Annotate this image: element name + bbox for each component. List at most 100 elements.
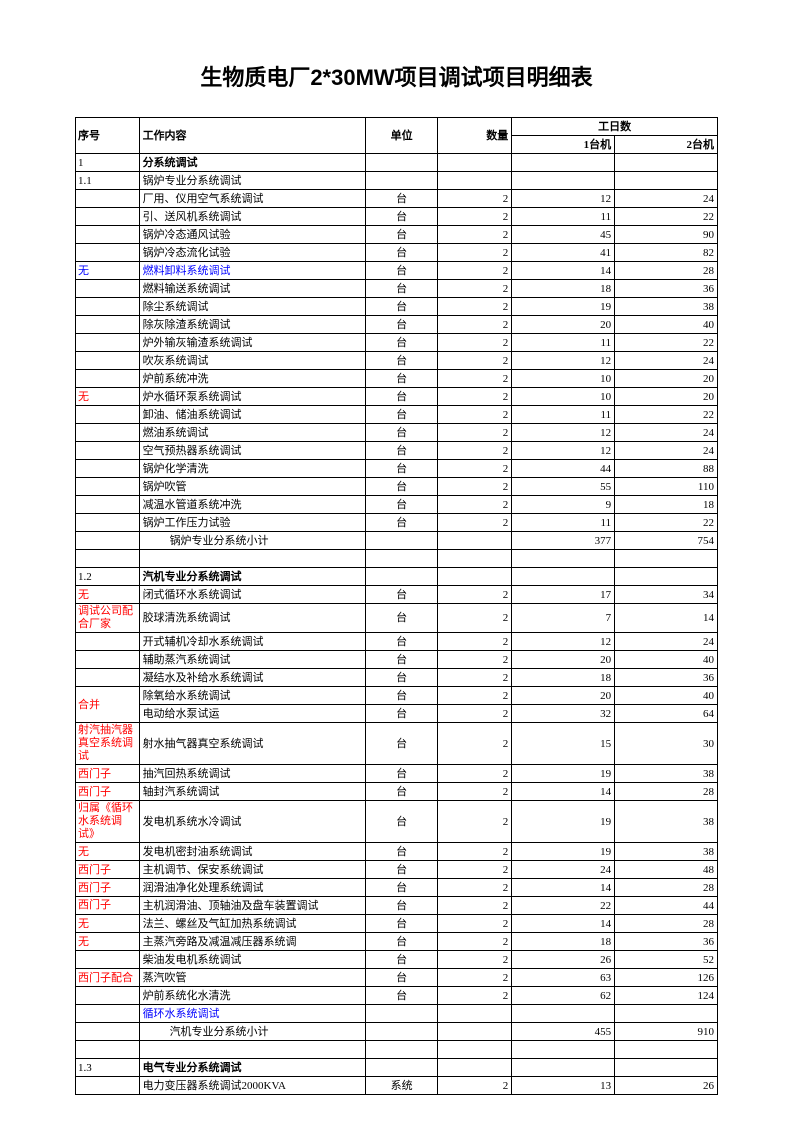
content-cell: 减温水管道系统冲洗 [139,496,365,514]
d2-cell: 20 [615,388,718,406]
unit-cell: 台 [365,933,438,951]
d1-cell: 20 [512,651,615,669]
d1-cell: 10 [512,388,615,406]
d2-cell: 40 [615,687,718,705]
d1-cell [512,172,615,190]
table-row: 引、送风机系统调试台21122 [76,208,718,226]
content-cell: 轴封汽系统调试 [139,783,365,801]
d1-cell: 12 [512,424,615,442]
qty-cell: 2 [438,370,512,388]
content-cell: 锅炉专业分系统小计 [139,532,365,550]
qty-cell: 2 [438,208,512,226]
qty-cell: 2 [438,406,512,424]
empty-cell [365,1041,438,1059]
table-row: 1.1锅炉专业分系统调试 [76,172,718,190]
empty-cell [76,550,140,568]
table-row: 除尘系统调试台21938 [76,298,718,316]
table-row: 循环水系统调试 [76,1005,718,1023]
qty-cell: 2 [438,987,512,1005]
d1-cell: 19 [512,298,615,316]
seq-cell: 无 [76,586,140,604]
qty-cell [438,532,512,550]
qty-cell: 2 [438,298,512,316]
seq-cell [76,208,140,226]
d2-cell: 38 [615,298,718,316]
qty-cell: 2 [438,604,512,633]
table-row [76,1041,718,1059]
content-cell: 炉水循环泵系统调试 [139,388,365,406]
d1-cell: 18 [512,933,615,951]
content-cell: 锅炉冷态流化试验 [139,244,365,262]
qty-cell [438,568,512,586]
table-row: 归属《循环水系统调试》发电机系统水冷调试台21938 [76,801,718,843]
qty-cell: 2 [438,334,512,352]
empty-cell [139,550,365,568]
qty-cell: 2 [438,723,512,765]
qty-cell: 2 [438,388,512,406]
content-cell: 锅炉工作压力试验 [139,514,365,532]
content-cell: 炉前系统化水清洗 [139,987,365,1005]
d2-cell [615,1005,718,1023]
seq-cell [76,316,140,334]
d1-cell: 14 [512,915,615,933]
unit-cell [365,1005,438,1023]
seq-cell: 西门子 [76,897,140,915]
qty-cell: 2 [438,352,512,370]
table-row: 西门子主机调节、保安系统调试台22448 [76,861,718,879]
unit-cell: 台 [365,316,438,334]
d1-cell: 20 [512,687,615,705]
content-cell: 电动给水泵试运 [139,705,365,723]
unit-cell: 台 [365,334,438,352]
content-cell: 抽汽回热系统调试 [139,765,365,783]
table-row: 西门子主机润滑油、顶轴油及盘车装置调试台22244 [76,897,718,915]
d2-cell: 40 [615,316,718,334]
table-row: 1.3电气专业分系统调试 [76,1059,718,1077]
d1-cell: 13 [512,1077,615,1095]
qty-cell: 2 [438,316,512,334]
seq-cell [76,226,140,244]
d2-cell: 36 [615,669,718,687]
seq-cell [76,406,140,424]
d1-cell: 10 [512,370,615,388]
page-title: 生物质电厂2*30MW项目调试项目明细表 [75,60,718,92]
table-row [76,550,718,568]
d1-cell [512,568,615,586]
d1-cell: 14 [512,262,615,280]
d1-cell: 62 [512,987,615,1005]
table-row: 1.2汽机专业分系统调试 [76,568,718,586]
d1-cell: 17 [512,586,615,604]
qty-cell: 2 [438,879,512,897]
header-unit: 单位 [365,118,438,154]
table-row: 锅炉专业分系统小计377754 [76,532,718,550]
qty-cell: 2 [438,190,512,208]
content-cell: 引、送风机系统调试 [139,208,365,226]
qty-cell [438,1059,512,1077]
table-row: 柴油发电机系统调试台22652 [76,951,718,969]
header-seq: 序号 [76,118,140,154]
unit-cell: 台 [365,226,438,244]
unit-cell: 台 [365,208,438,226]
empty-cell [438,550,512,568]
table-row: 吹灰系统调试台21224 [76,352,718,370]
seq-cell: 1.3 [76,1059,140,1077]
empty-cell [76,1041,140,1059]
seq-cell [76,424,140,442]
table-row: 锅炉冷态流化试验台24182 [76,244,718,262]
d2-cell: 36 [615,280,718,298]
d1-cell: 63 [512,969,615,987]
d2-cell: 40 [615,651,718,669]
unit-cell: 台 [365,496,438,514]
d1-cell: 12 [512,633,615,651]
seq-cell: 西门子 [76,861,140,879]
d2-cell: 22 [615,334,718,352]
header-days: 工日数 [512,118,718,136]
qty-cell: 2 [438,669,512,687]
content-cell: 锅炉化学清洗 [139,460,365,478]
table-row: 西门子轴封汽系统调试台21428 [76,783,718,801]
d2-cell: 124 [615,987,718,1005]
qty-cell: 2 [438,478,512,496]
qty-cell: 2 [438,933,512,951]
qty-cell: 2 [438,514,512,532]
d1-cell: 19 [512,801,615,843]
table-row: 开式辅机冷却水系统调试台21224 [76,633,718,651]
